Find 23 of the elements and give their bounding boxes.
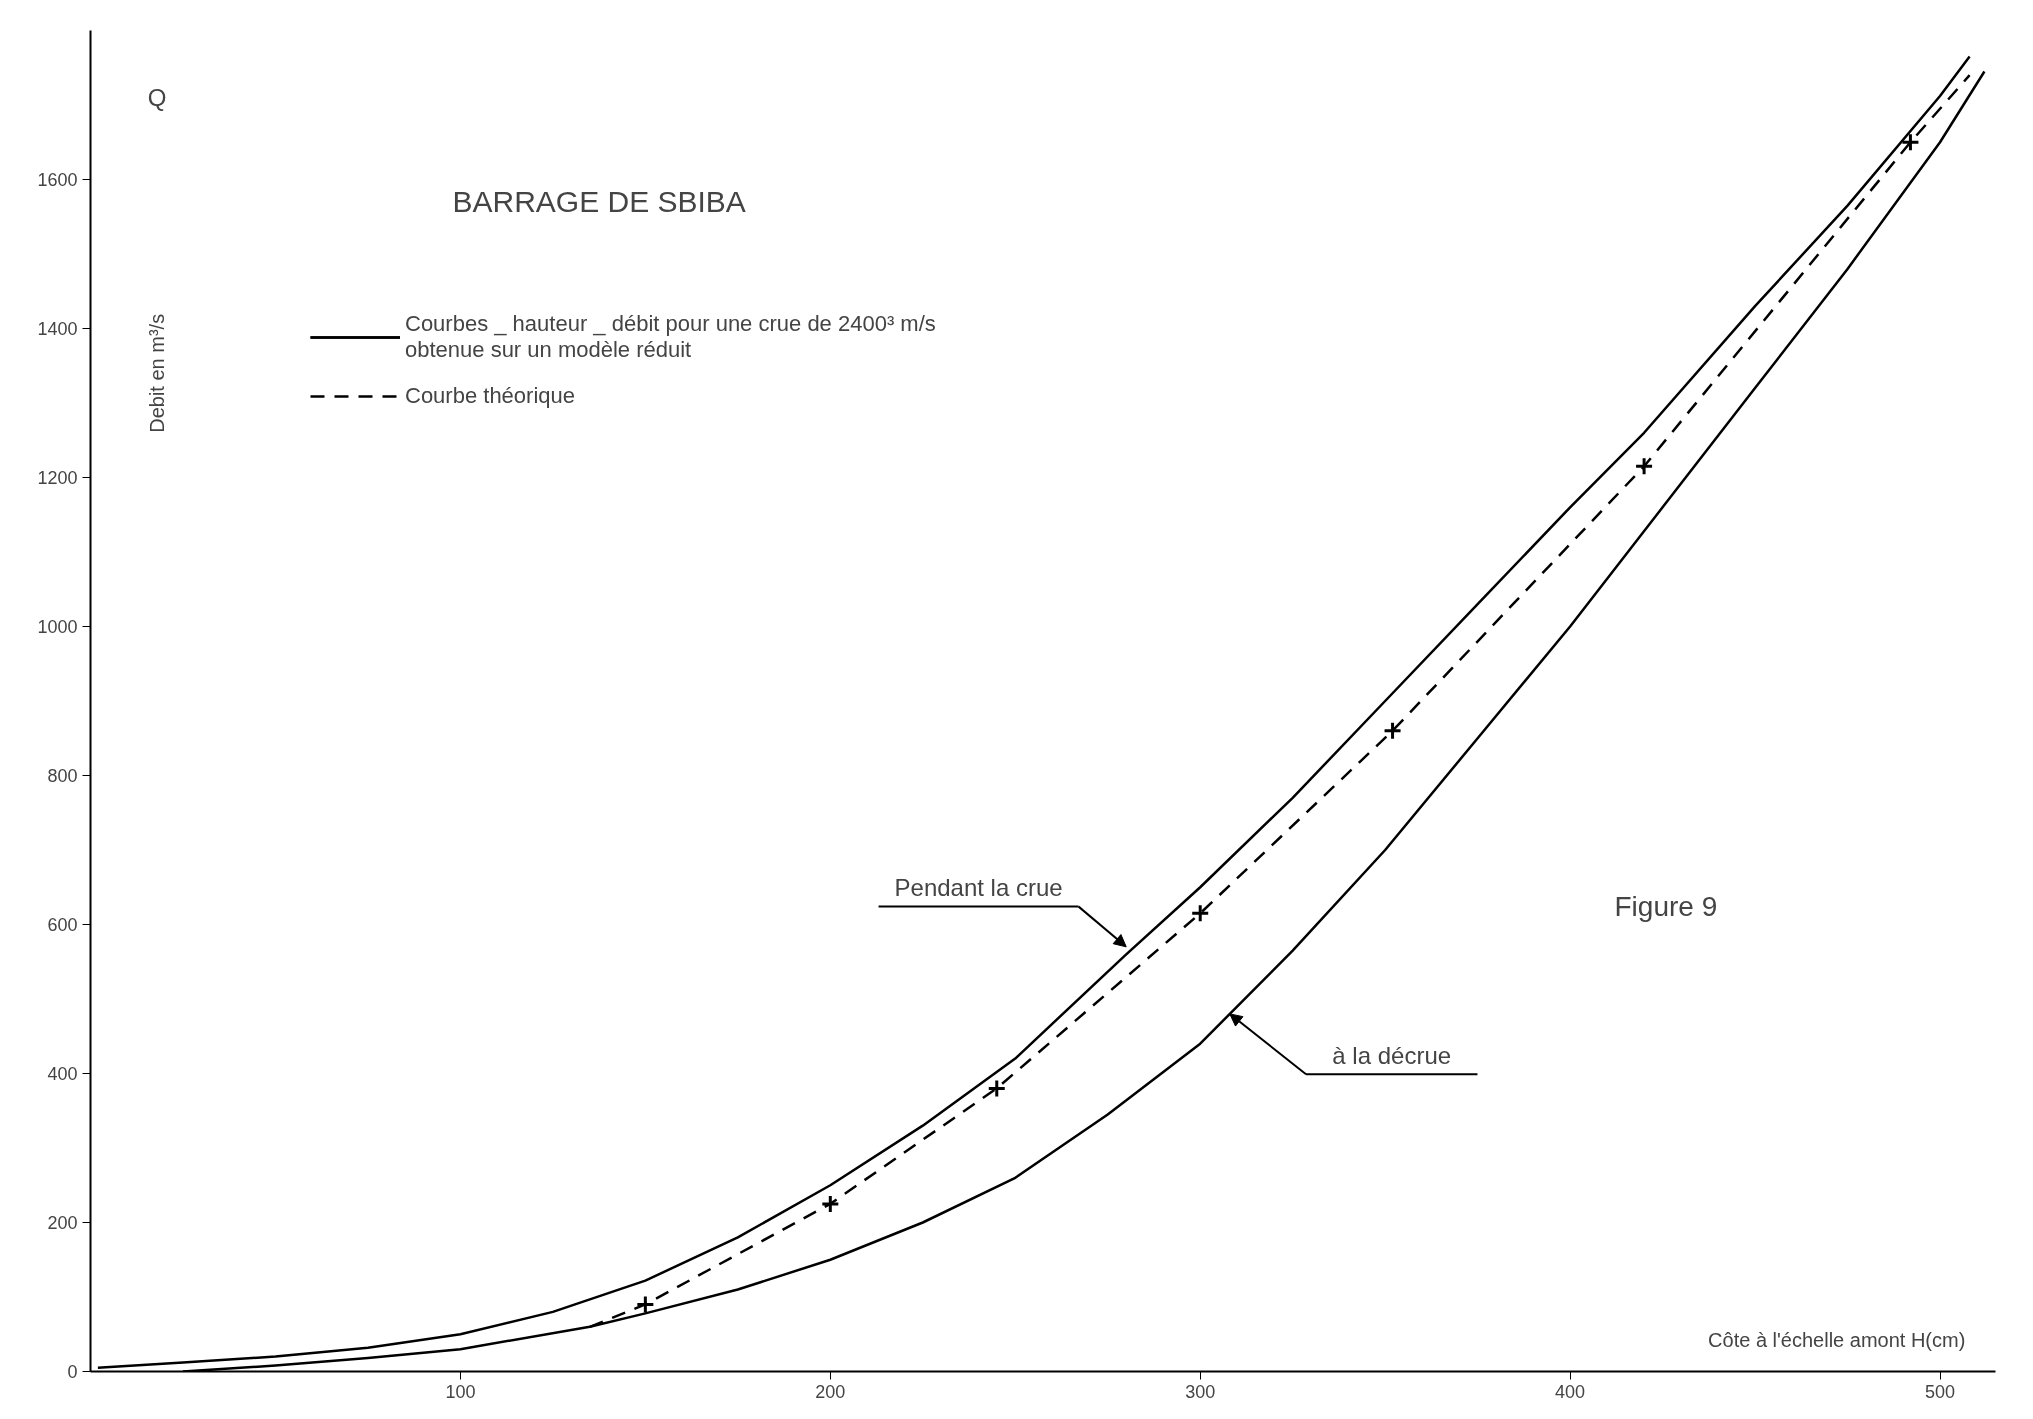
annotation: Figure 9 [1614,891,1718,923]
text: BARRAGE DE SBIBA [452,185,746,219]
x-axis-title: Côte à l'échelle amont H(cm) [1708,1329,1966,1352]
x-tick-label: 100 [445,1381,476,1402]
annotation: à la décrue [1332,1041,1452,1069]
y-tick-label: 1000 [37,617,78,637]
y-tick-label: 600 [47,915,78,935]
y-tick-label: 400 [47,1064,78,1084]
y-axis-title: Debit en m³/s [146,313,169,433]
annotation: Q [147,83,167,111]
y-tick-label: 1400 [37,319,78,339]
y-tick-label: 1200 [37,468,78,488]
x-tick-label: 400 [1555,1381,1586,1402]
x-tick-label: 500 [1925,1381,1956,1402]
y-tick-label: 200 [47,1213,78,1233]
x-tick-label: 300 [1185,1381,1216,1402]
annotation: Courbes _ hauteur _ débit pour une crue de 2400³ m/s obtenue sur un modèle réduit [405,311,936,363]
y-tick-label: 1600 [37,170,78,190]
legend-label: Courbe théorique [405,382,576,410]
y-tick-label: 0 [67,1362,78,1382]
annotation: Pendant la crue [894,874,1063,902]
x-tick-label: 200 [815,1381,846,1402]
y-tick-label: 800 [47,766,78,786]
